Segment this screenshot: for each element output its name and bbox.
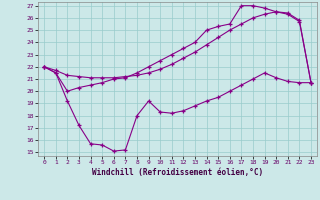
X-axis label: Windchill (Refroidissement éolien,°C): Windchill (Refroidissement éolien,°C) — [92, 168, 263, 177]
